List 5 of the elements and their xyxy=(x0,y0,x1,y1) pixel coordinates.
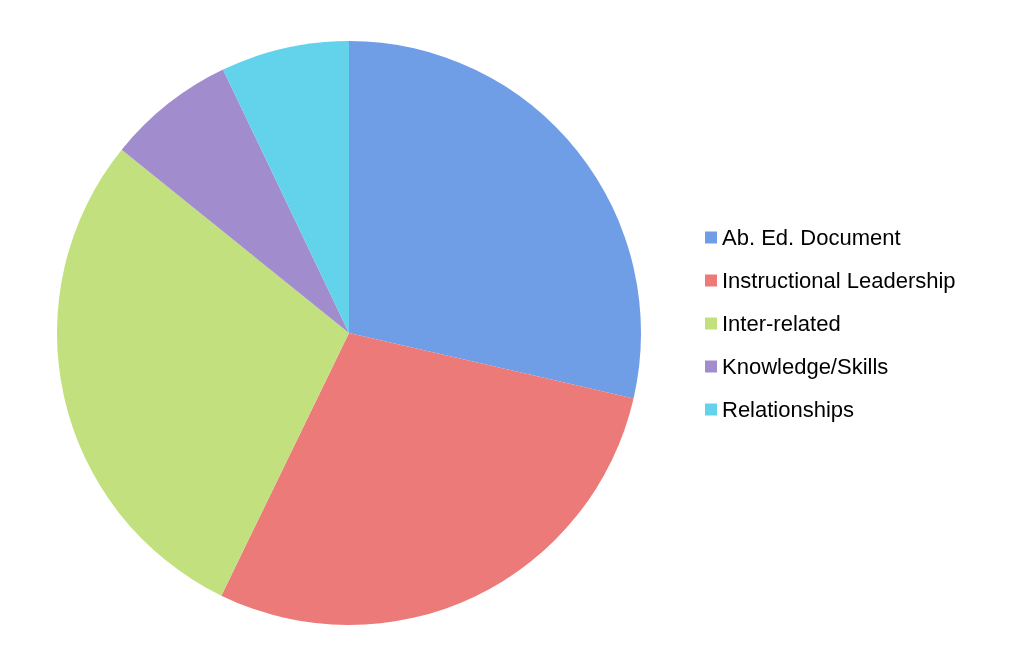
legend-label: Inter-related xyxy=(722,311,841,336)
legend-label: Instructional Leadership xyxy=(722,268,956,293)
legend-label: Ab. Ed. Document xyxy=(722,225,901,250)
legend-label: Relationships xyxy=(722,397,855,422)
legend-label: Knowledge/Skills xyxy=(722,354,889,379)
